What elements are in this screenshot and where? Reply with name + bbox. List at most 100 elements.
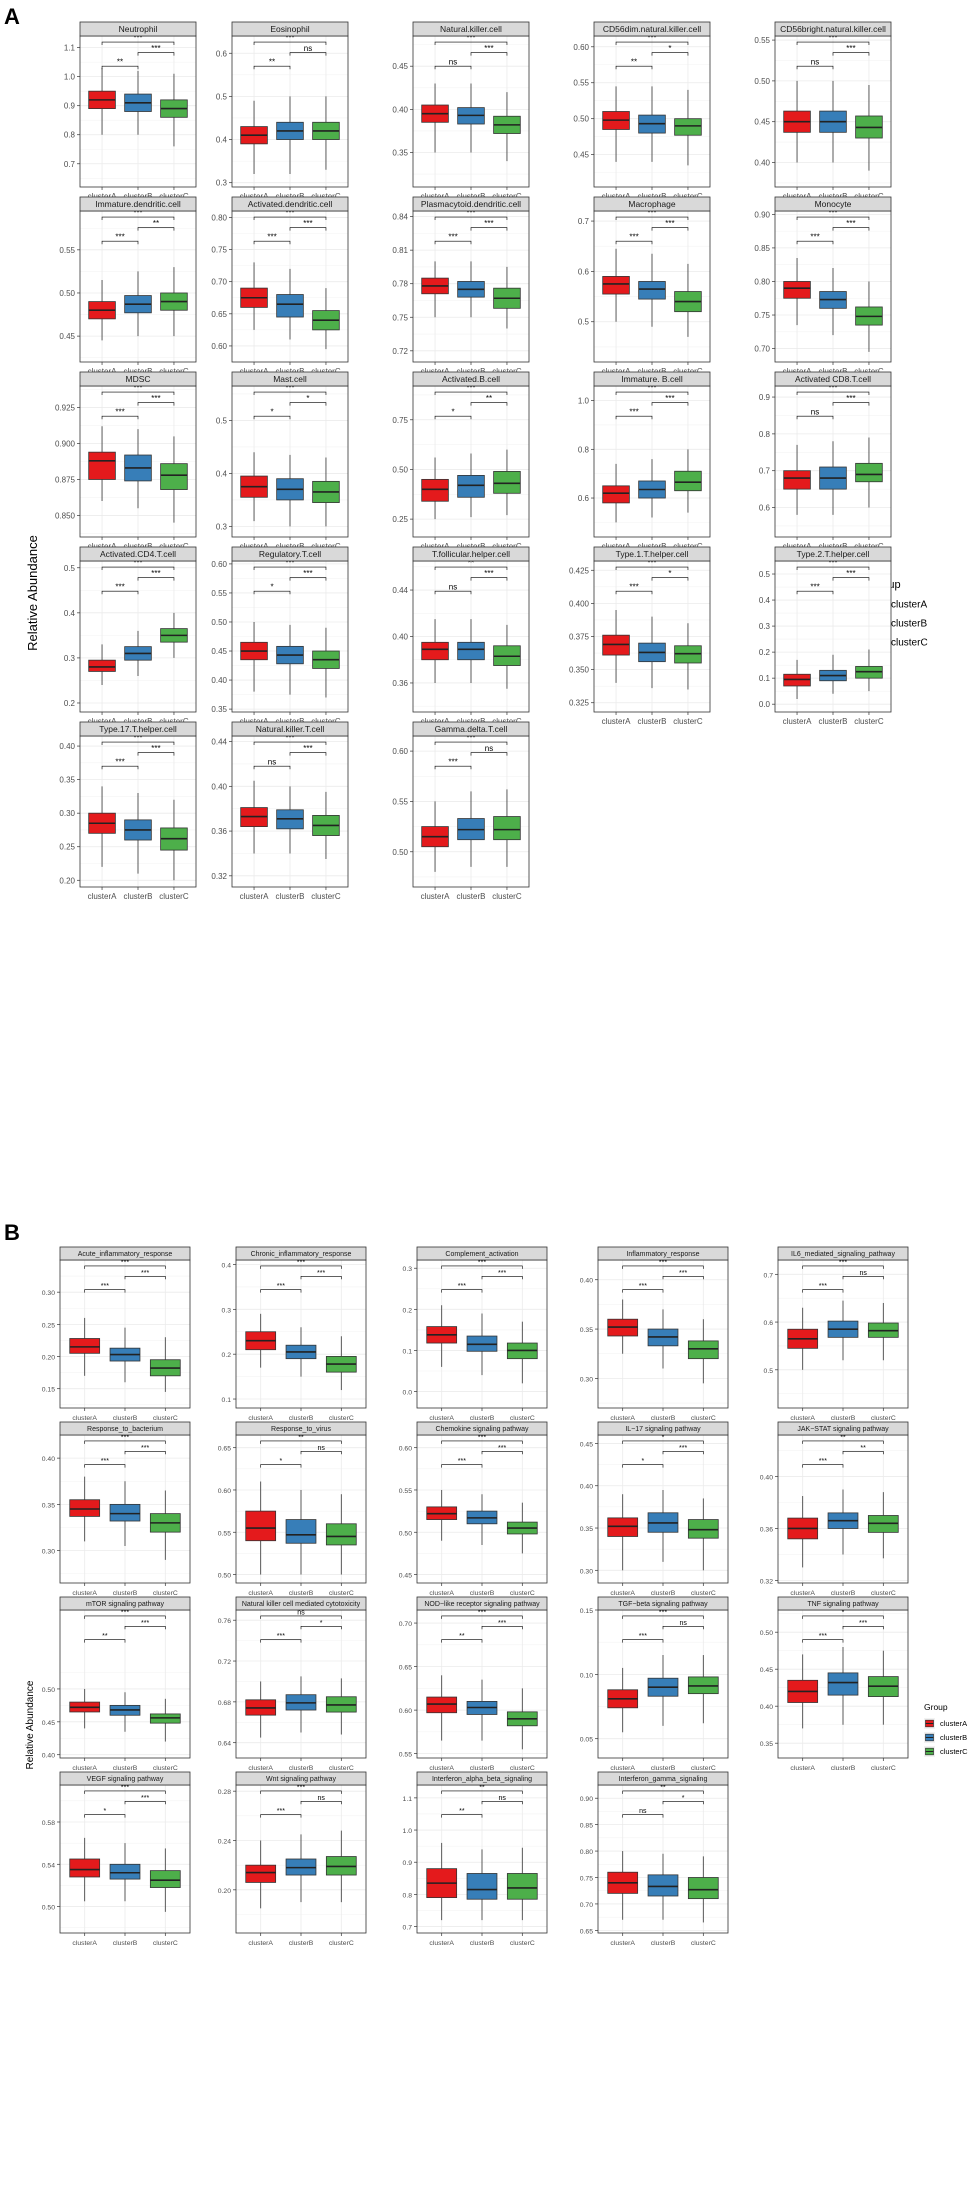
y-tick-label: 0.3 — [216, 522, 228, 531]
bracket-line — [124, 1450, 166, 1455]
significance-bracket: ** — [441, 1784, 523, 1794]
box-clusterA — [240, 262, 268, 330]
box-clusterB — [124, 793, 152, 874]
x-tick-label: clusterB — [457, 717, 486, 726]
bracket-line — [802, 1289, 844, 1293]
bracket-line — [84, 1814, 126, 1818]
box-clusterA — [783, 257, 811, 326]
bracket-line — [137, 52, 175, 56]
x-tick-label: clusterC — [311, 717, 341, 726]
y-tick-label: 0.60 — [392, 747, 408, 756]
significance-bracket: * — [84, 1808, 126, 1818]
box-clusterA — [245, 1840, 277, 1909]
y-tick-label: 0.60 — [211, 560, 227, 569]
box-iqr — [109, 1503, 141, 1522]
box-clusterB — [285, 1676, 317, 1733]
significance-label: ns — [449, 58, 457, 67]
box-clusterC — [312, 457, 340, 527]
significance-bracket: *** — [842, 1620, 884, 1630]
box-clusterC — [160, 436, 188, 523]
y-tick-label: 0.75 — [211, 246, 227, 255]
y-tick-label: 0.7 — [759, 467, 771, 476]
y-tick-label: 0.8 — [403, 1892, 413, 1899]
y-tick-label: 0.60 — [218, 1488, 231, 1495]
significance-bracket: *** — [481, 1620, 523, 1630]
significance-bracket: * — [289, 394, 327, 406]
significance-label: *** — [659, 1259, 667, 1266]
y-tick-label: 0.9 — [403, 1860, 413, 1867]
significance-bracket: *** — [615, 34, 689, 46]
significance-bracket: *** — [124, 1445, 166, 1455]
y-tick-label: 0.6 — [216, 49, 228, 58]
bracket-line — [802, 1265, 884, 1269]
x-tick-label: clusterA — [421, 717, 451, 726]
y-tick-label: 0.40 — [580, 1484, 593, 1491]
significance-label: *** — [297, 1784, 305, 1791]
y-tick-label: 0.75 — [580, 1876, 593, 1883]
box-clusterA — [426, 1489, 458, 1541]
significance-bracket: *** — [441, 1609, 523, 1619]
facet-title: mTOR signaling pathway — [86, 1601, 165, 1608]
facet-title: Activated.B.cell — [442, 374, 500, 384]
y-tick-label: 0.55 — [754, 36, 770, 45]
significance-label: ** — [298, 1434, 304, 1441]
significance-bracket: ns — [253, 758, 291, 770]
bracket-line — [441, 1615, 523, 1619]
significance-label: *** — [151, 394, 160, 403]
bracket-line — [802, 1615, 884, 1619]
bracket-line — [101, 391, 175, 396]
panel-a-facet-22: 0.320.360.400.44ns******Natural.killer.T… — [211, 721, 349, 901]
y-tick-label: 0.4 — [222, 1262, 232, 1269]
box-clusterA — [607, 1851, 639, 1920]
significance-bracket: *** — [470, 219, 508, 231]
significance-bracket: *** — [253, 209, 327, 221]
facet-title: Chronic_inflammatory_response — [251, 1251, 352, 1258]
y-tick-label: 0.90 — [754, 210, 770, 219]
bracket-line — [101, 41, 175, 46]
significance-label: *** — [665, 394, 674, 403]
x-tick-label: clusterC — [510, 1415, 535, 1422]
y-tick-label: 0.78 — [392, 280, 408, 289]
x-tick-label: clusterB — [819, 717, 848, 726]
facet-strip — [777, 1246, 909, 1261]
x-tick-label: clusterA — [783, 717, 813, 726]
significance-bracket: *** — [260, 1808, 302, 1818]
facet-title: IL−17 signaling pathway — [625, 1426, 701, 1433]
significance-bracket: ** — [622, 1784, 704, 1794]
bracket-line — [615, 65, 653, 70]
y-tick-label: 0.55 — [399, 1752, 412, 1759]
box-clusterC — [312, 791, 340, 860]
bracket-line — [796, 216, 870, 221]
y-tick-label: 0.6 — [578, 267, 590, 276]
y-tick-label: 0.45 — [392, 62, 408, 71]
bracket-line — [434, 741, 508, 746]
y-tick-label: 0.50 — [392, 465, 408, 474]
panel-a-facet-2: 0.3 0.4 0.5 0.6 ** ns ***Eosinophil clusterA clu… — [216, 21, 349, 201]
y-tick-label: 0.40 — [392, 105, 408, 114]
significance-bracket: *** — [441, 1458, 483, 1468]
box-clusterB — [638, 459, 666, 518]
x-tick-label: clusterA — [421, 892, 451, 901]
bracket-line — [253, 216, 327, 221]
bracket-line — [470, 402, 508, 406]
bracket-line — [260, 1265, 342, 1269]
facet-strip — [416, 1771, 548, 1786]
bracket-line — [253, 391, 327, 396]
x-tick-label: clusterB — [638, 717, 667, 726]
box-iqr — [506, 1873, 538, 1900]
significance-bracket: *** — [101, 758, 139, 770]
y-tick-label: 1.0 — [578, 397, 590, 406]
significance-bracket: ** — [441, 1633, 483, 1643]
facet-strip — [774, 196, 892, 212]
y-tick-label: 0.50 — [573, 115, 589, 124]
x-tick-label: clusterA — [610, 1590, 635, 1597]
box-iqr — [602, 276, 630, 295]
y-tick-label: 0.5 — [764, 1368, 774, 1375]
box-clusterA — [607, 1667, 639, 1733]
bracket-line — [434, 391, 508, 396]
box-iqr — [69, 1858, 101, 1878]
panel-b-facet-5: 0.50.60.7***ns***IL6_mediated_signaling_… — [764, 1246, 909, 1422]
y-tick-label: 0.7 — [764, 1272, 774, 1279]
significance-label: *** — [629, 408, 638, 417]
significance-bracket: * — [622, 1434, 704, 1444]
